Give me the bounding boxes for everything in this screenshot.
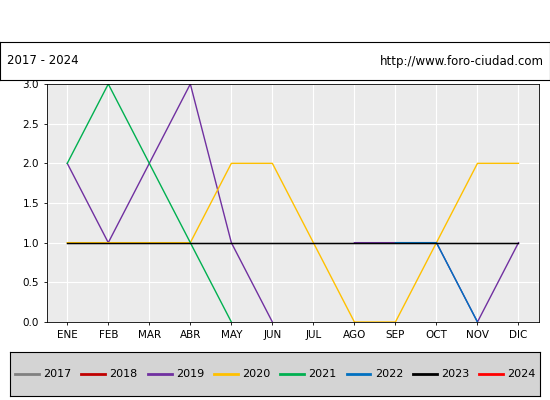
- Text: 2020: 2020: [242, 369, 271, 379]
- Text: 2017 - 2024: 2017 - 2024: [7, 54, 78, 68]
- Text: 2021: 2021: [309, 369, 337, 379]
- Text: 2023: 2023: [441, 369, 469, 379]
- Text: 2022: 2022: [375, 369, 403, 379]
- Text: 2024: 2024: [507, 369, 536, 379]
- Text: 2018: 2018: [109, 369, 138, 379]
- Text: 2019: 2019: [176, 369, 204, 379]
- Text: http://www.foro-ciudad.com: http://www.foro-ciudad.com: [379, 54, 543, 68]
- Text: 2017: 2017: [43, 369, 72, 379]
- Text: Evolucion del paro registrado en Llano de Bureba: Evolucion del paro registrado en Llano d…: [70, 14, 480, 28]
